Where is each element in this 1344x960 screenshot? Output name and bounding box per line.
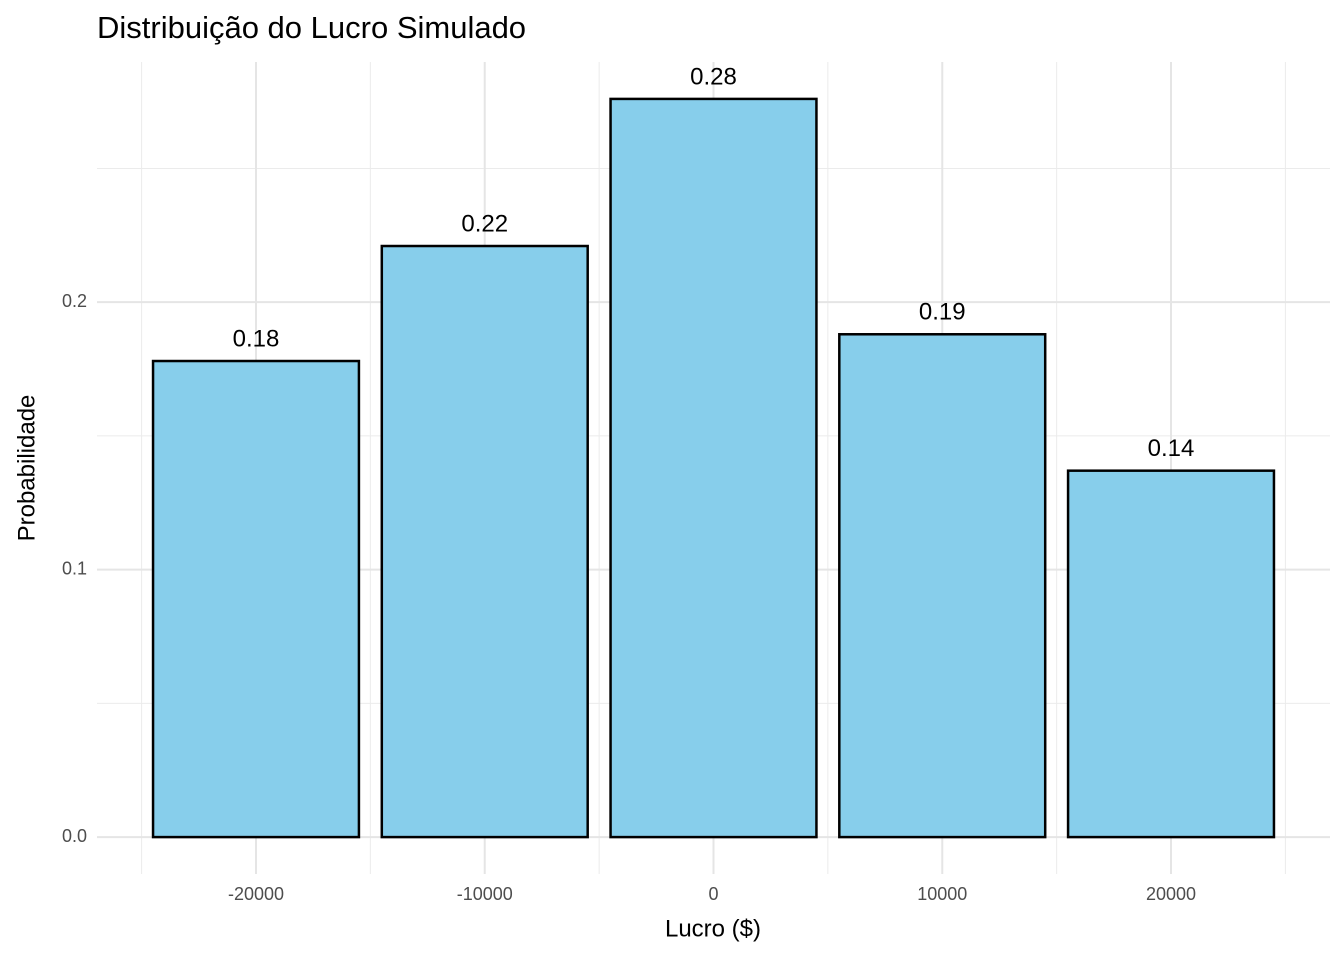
x-tick-label: -20000: [228, 884, 284, 904]
bar: [838, 333, 1047, 839]
bar: [151, 359, 361, 839]
value-label: 0.19: [919, 299, 966, 326]
x-axis-title: Lucro ($): [665, 915, 761, 942]
bar: [380, 244, 589, 839]
value-label: 0.14: [1148, 435, 1195, 462]
x-tick-label: 10000: [917, 884, 967, 904]
chart-title: Distribuição do Lucro Simulado: [97, 10, 526, 45]
value-label: 0.18: [233, 325, 280, 352]
x-tick-label: 20000: [1146, 884, 1196, 904]
bar: [1066, 469, 1276, 839]
value-label: 0.28: [690, 63, 737, 90]
bar: [609, 97, 818, 839]
y-axis-title: Probabilidade: [13, 395, 40, 542]
x-tick-label: -10000: [457, 884, 513, 904]
value-label: 0.22: [461, 210, 508, 237]
y-tick-label: 0.1: [62, 558, 87, 578]
y-tick-label: 0.2: [62, 291, 87, 311]
x-tick-label: 0: [708, 884, 718, 904]
y-tick-label: 0.0: [62, 826, 87, 846]
